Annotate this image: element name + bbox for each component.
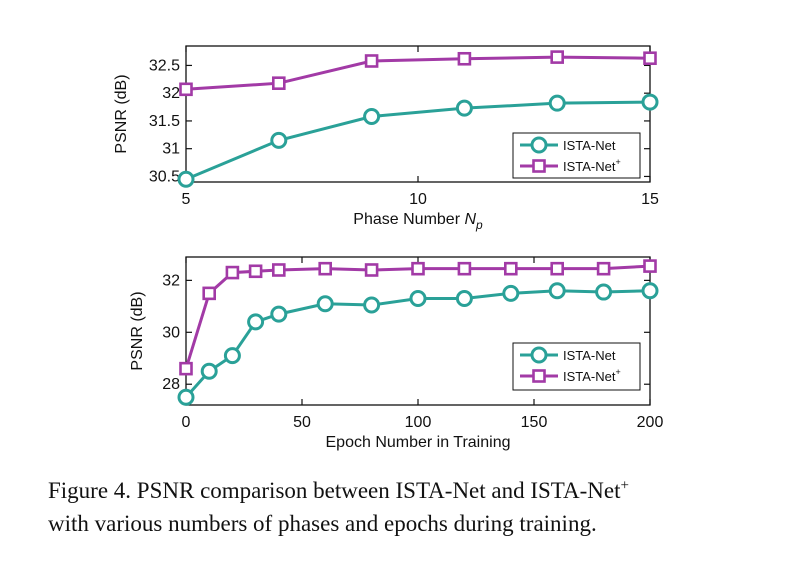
data-point-square	[179, 361, 193, 376]
data-point-circle	[363, 107, 381, 125]
data-point-circle	[641, 93, 659, 111]
data-point-circle	[270, 131, 288, 149]
data-point-circle	[595, 283, 613, 301]
x-tick-label: 15	[641, 191, 659, 208]
data-point-square	[596, 261, 611, 276]
caption-superscript: +	[620, 477, 629, 494]
legend-marker-square	[532, 159, 546, 173]
x-tick-label: 50	[293, 414, 311, 431]
data-point-square	[550, 50, 565, 64]
caption-rest: with various numbers of phases and epoch…	[48, 511, 597, 536]
data-point-square	[271, 76, 286, 90]
legend-marker-square	[532, 369, 546, 383]
x-tick-label: 200	[637, 414, 664, 431]
series-line-2	[185, 55, 651, 91]
legend-marker-circle	[530, 136, 548, 154]
data-point-square	[271, 263, 286, 277]
figure-caption: Figure 4. PSNR comparison between ISTA-N…	[48, 474, 788, 540]
y-tick-label: 30.5	[149, 168, 180, 185]
legend-label-1: ISTA-Net	[563, 348, 616, 363]
x-tick-label: 10	[409, 191, 427, 208]
caption-main: Figure 4. PSNR comparison between ISTA-N…	[48, 478, 621, 503]
x-axis-label: Phase Number Np	[353, 211, 483, 232]
y-tick-label: 32	[162, 272, 180, 289]
data-point-square	[318, 261, 333, 276]
data-point-circle	[641, 282, 659, 300]
legend-label-1: ISTA-Net	[563, 138, 616, 153]
x-axis-label: Epoch Number in Training	[326, 434, 511, 451]
y-tick-label: 31	[162, 141, 180, 158]
data-point-square	[457, 51, 472, 66]
y-axis-label: PSNR (dB)	[129, 291, 146, 370]
y-tick-label: 32	[162, 85, 180, 102]
data-point-square	[248, 264, 263, 279]
legend-label-2: ISTA-Net+	[563, 367, 621, 384]
data-point-circle	[177, 170, 195, 188]
bottom-chart: 0 50 100 150 200 28 30 32 Epoch Number in Traini…	[129, 256, 664, 451]
data-point-circle	[548, 94, 566, 112]
data-point-square	[179, 82, 193, 97]
data-point-circle	[455, 99, 473, 117]
data-point-circle	[200, 362, 218, 380]
data-point-circle	[502, 284, 520, 302]
data-point-circle	[363, 296, 381, 314]
data-point-square	[364, 263, 379, 277]
data-point-square	[643, 51, 657, 66]
top-chart: 5 10 15 30.5 31 31.5 32 32.5 Phase Number Np PSNR…	[113, 45, 659, 232]
data-point-square	[202, 286, 216, 301]
data-point-square	[550, 261, 565, 276]
x-tick-label: 100	[405, 414, 432, 431]
data-point-circle	[247, 313, 265, 331]
series-line-1	[185, 100, 651, 181]
legend-marker-circle	[530, 346, 548, 364]
x-tick-label: 5	[182, 191, 191, 208]
data-point-circle	[455, 290, 473, 308]
y-axis-label: PSNR (dB)	[113, 74, 130, 153]
data-point-circle	[177, 388, 195, 406]
data-point-square	[457, 261, 472, 276]
legend: ISTA-Net ISTA-Net+	[512, 342, 641, 391]
data-point-square	[503, 261, 518, 276]
y-tick-label: 32.5	[149, 57, 180, 74]
data-point-square	[643, 259, 657, 273]
data-point-circle	[409, 290, 427, 308]
legend-label-2: ISTA-Net+	[563, 157, 621, 174]
data-point-circle	[548, 282, 566, 300]
y-tick-label: 30	[162, 324, 180, 341]
y-tick-label: 31.5	[149, 113, 180, 130]
x-tick-label: 150	[521, 414, 548, 431]
x-tick-label: 0	[182, 414, 191, 431]
data-point-circle	[270, 305, 288, 323]
data-point-square	[225, 265, 240, 280]
data-point-square	[364, 54, 379, 68]
legend: ISTA-Net ISTA-Net+	[512, 132, 641, 179]
data-point-square	[411, 261, 425, 276]
data-point-circle	[316, 295, 334, 313]
data-point-circle	[223, 347, 241, 365]
y-tick-label: 28	[162, 376, 180, 393]
